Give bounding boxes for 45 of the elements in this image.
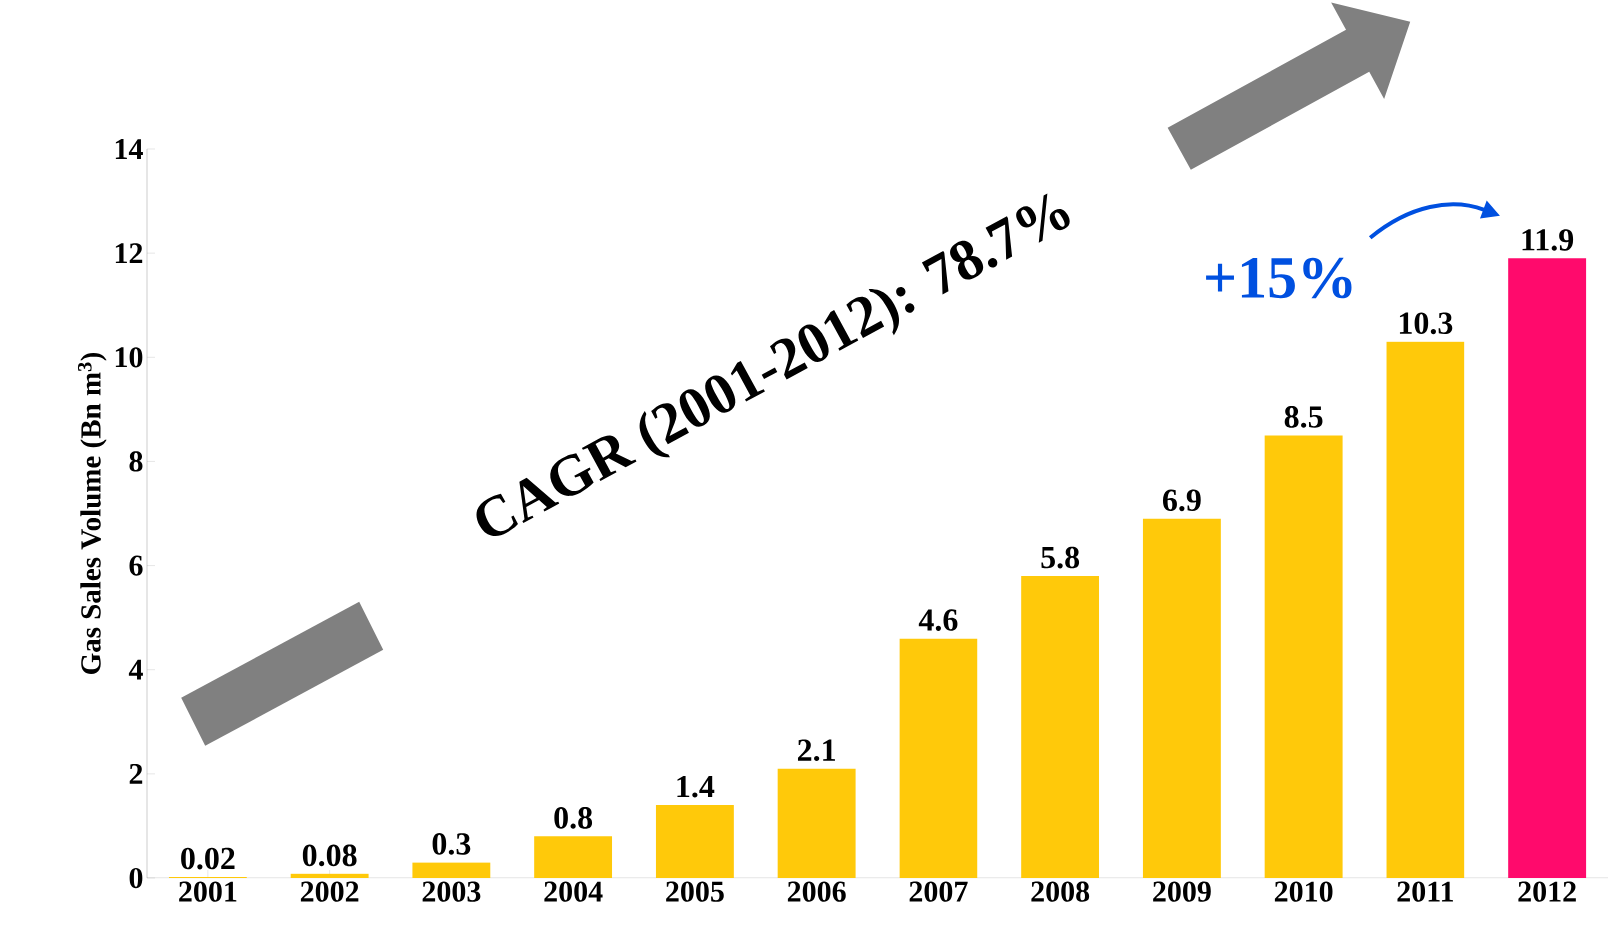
bar: [534, 836, 613, 878]
data-label: 0.8: [554, 807, 593, 829]
x-tick-label: 2001: [179, 881, 237, 902]
data-label: 0.08: [302, 844, 357, 867]
x-tick-label: 2008: [1031, 881, 1090, 902]
bar: [1142, 518, 1221, 878]
bar: [655, 805, 734, 878]
bar: [412, 862, 491, 878]
y-tick-label: 4: [128, 659, 143, 680]
y-tick-label: 0: [129, 867, 143, 889]
x-tick-label: 2003: [422, 881, 481, 902]
bar: [1386, 341, 1465, 878]
x-tick-label: 2012: [1518, 881, 1576, 902]
x-tick-label: 2006: [787, 881, 846, 902]
data-label: 10.3: [1399, 312, 1453, 335]
x-tick-label: 2005: [666, 881, 724, 902]
data-label: 8.5: [1284, 406, 1323, 428]
data-label: 1.4: [677, 775, 715, 798]
y-tick-label: 6: [129, 555, 143, 576]
y-tick-label: 10: [115, 347, 143, 368]
y-tick-label: 8: [129, 451, 143, 472]
data-label: 0.3: [432, 833, 471, 855]
y-axis-title: Gas Sales Volume (Bn m$^{3}$): [77, 352, 107, 674]
x-tick-label: 2002: [300, 881, 359, 902]
bar: [777, 768, 856, 878]
annotation: +15%: [1206, 257, 1352, 299]
y-tick-label: 14: [115, 139, 143, 159]
x-tick-label: 2009: [1153, 881, 1211, 902]
x-tick-label: 2007: [909, 881, 968, 902]
x-tick-label: 2011: [1397, 881, 1454, 902]
x-tick-label: 2004: [544, 881, 603, 902]
y-tick-label: 12: [115, 243, 143, 264]
bar: [1264, 435, 1343, 878]
bar: [899, 638, 978, 878]
data-label: 2.1: [797, 739, 835, 762]
data-label: 5.8: [1041, 546, 1080, 569]
x-tick-label: 2010: [1274, 881, 1333, 902]
bar: [1508, 258, 1587, 878]
data-label: 4.6: [918, 609, 958, 631]
data-label: 6.9: [1162, 489, 1201, 512]
bar: [1021, 575, 1100, 878]
data-label: 0.02: [181, 847, 235, 870]
bar: [290, 873, 369, 878]
data-label: 11.9: [1522, 229, 1574, 251]
y-tick-label: 2: [129, 763, 143, 784]
